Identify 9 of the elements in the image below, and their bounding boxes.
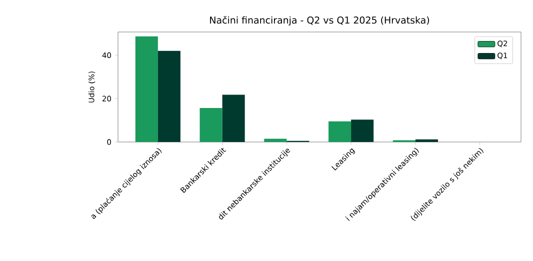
bar	[222, 94, 245, 142]
bar	[200, 108, 222, 142]
bar	[135, 36, 158, 142]
bar	[328, 121, 352, 142]
bar	[351, 120, 374, 142]
bar	[264, 138, 287, 142]
bar	[158, 50, 180, 142]
chart-title: Načini financiranja - Q2 vs Q1 2025 (Hrvatska)	[210, 16, 430, 26]
bar	[415, 139, 438, 142]
